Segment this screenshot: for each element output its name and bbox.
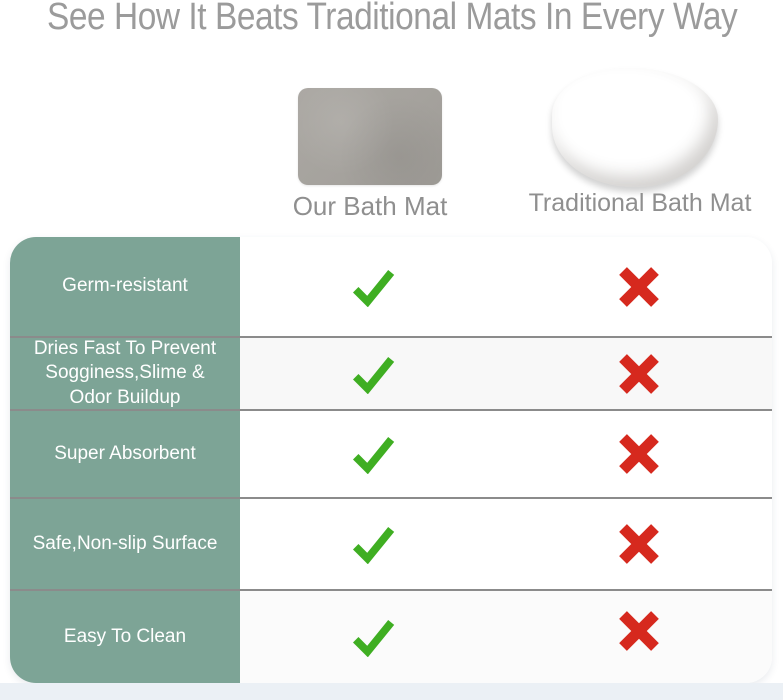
ours-cell bbox=[240, 338, 506, 409]
check-icon bbox=[352, 527, 395, 564]
cross-icon bbox=[619, 353, 659, 394]
table-row: Germ-resistant bbox=[10, 237, 772, 338]
feature-label: Easy To Clean bbox=[10, 591, 240, 683]
cross-icon bbox=[619, 611, 659, 651]
traditional-bath-mat-image bbox=[552, 68, 718, 187]
traditional-cell bbox=[506, 411, 772, 497]
table-row: Safe,Non-slip Surface bbox=[10, 499, 772, 591]
feature-label: Dries Fast To Prevent Sogginess,Slime & … bbox=[10, 338, 240, 409]
traditional-cell bbox=[506, 591, 772, 683]
check-icon bbox=[352, 437, 395, 474]
traditional-cell bbox=[506, 237, 772, 336]
check-icon bbox=[352, 269, 395, 307]
our-bath-mat-image bbox=[298, 88, 442, 185]
check-icon bbox=[352, 620, 395, 657]
our-bath-mat-label: Our Bath Mat bbox=[292, 191, 448, 221]
feature-label: Safe,Non-slip Surface bbox=[10, 499, 240, 589]
footer-strip bbox=[0, 683, 783, 700]
ours-cell bbox=[240, 237, 506, 336]
comparison-table: Germ-resistant Dries Fast To Prevent Sog… bbox=[10, 237, 772, 683]
traditional-bath-mat-label: Traditional Bath Mat bbox=[528, 189, 752, 217]
ours-cell bbox=[240, 411, 506, 497]
table-row: Super Absorbent bbox=[10, 411, 772, 499]
traditional-cell bbox=[506, 499, 772, 589]
ours-cell bbox=[240, 499, 506, 589]
cross-icon bbox=[619, 434, 659, 474]
feature-label: Germ-resistant bbox=[10, 237, 240, 336]
cross-icon bbox=[619, 266, 659, 307]
ours-cell bbox=[240, 591, 506, 683]
cross-icon bbox=[619, 524, 659, 564]
table-row: Easy To Clean bbox=[10, 591, 772, 683]
check-icon bbox=[352, 356, 395, 394]
page-title: See How It Beats Traditional Mats In Eve… bbox=[46, 0, 738, 38]
traditional-cell bbox=[506, 338, 772, 409]
feature-label: Super Absorbent bbox=[10, 411, 240, 497]
table-row: Dries Fast To Prevent Sogginess,Slime & … bbox=[10, 338, 772, 411]
